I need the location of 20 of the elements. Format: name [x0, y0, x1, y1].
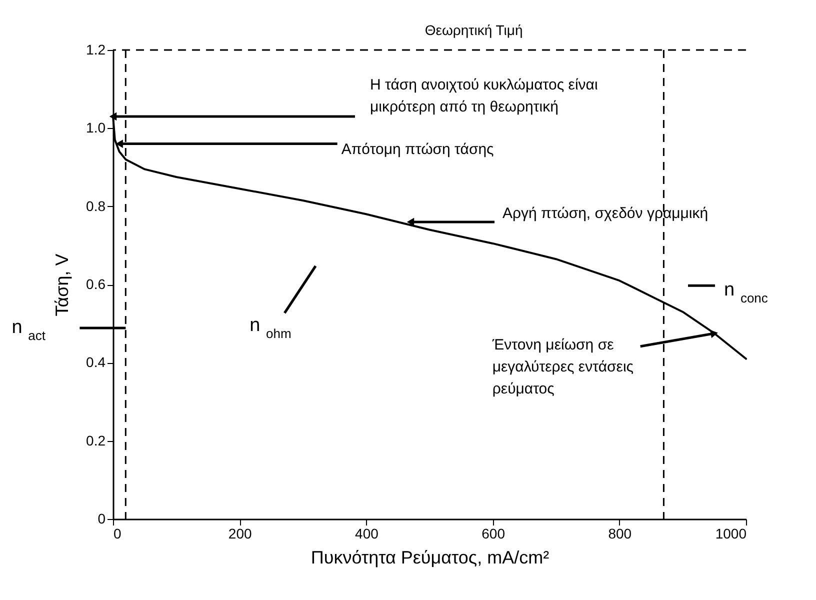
x-axis-title: Πυκνότητα Ρεύματος, mA/cm²	[310, 548, 550, 568]
y-tick-label: 0.8	[86, 198, 106, 214]
x-tick-label: 0	[114, 526, 122, 542]
x-tick-label: 400	[355, 526, 379, 542]
annotation: Αργή πτώση, σχεδόν γραμμική	[502, 204, 708, 222]
annotation: Η τάση ανοιχτού κυκλώματος είναι μικρότερη από τη θεωρητική	[370, 76, 598, 116]
x-tick-label: 600	[482, 526, 506, 542]
annotation: Έντονη μείωση σε μεγαλύτερες εντάσεις ρεύματος	[491, 336, 634, 398]
annotation: Απότομη πτώση τάσης	[341, 140, 494, 158]
x-tick-label: 800	[608, 526, 632, 542]
x-tick-label: 200	[228, 526, 252, 542]
y-tick-label: 0.6	[86, 276, 106, 292]
ref-line-label: Θεωρητική Τιμή	[424, 22, 523, 38]
y-tick-label: 1.0	[86, 120, 106, 136]
x-tick-label: 1000	[715, 526, 747, 542]
y-axis-title: Τάση, V	[52, 254, 72, 316]
y-tick-label: 0.2	[86, 432, 106, 448]
y-tick-label: 0.4	[86, 354, 106, 370]
y-tick-label: 0	[98, 510, 106, 526]
y-tick-label: 1.2	[86, 42, 106, 58]
